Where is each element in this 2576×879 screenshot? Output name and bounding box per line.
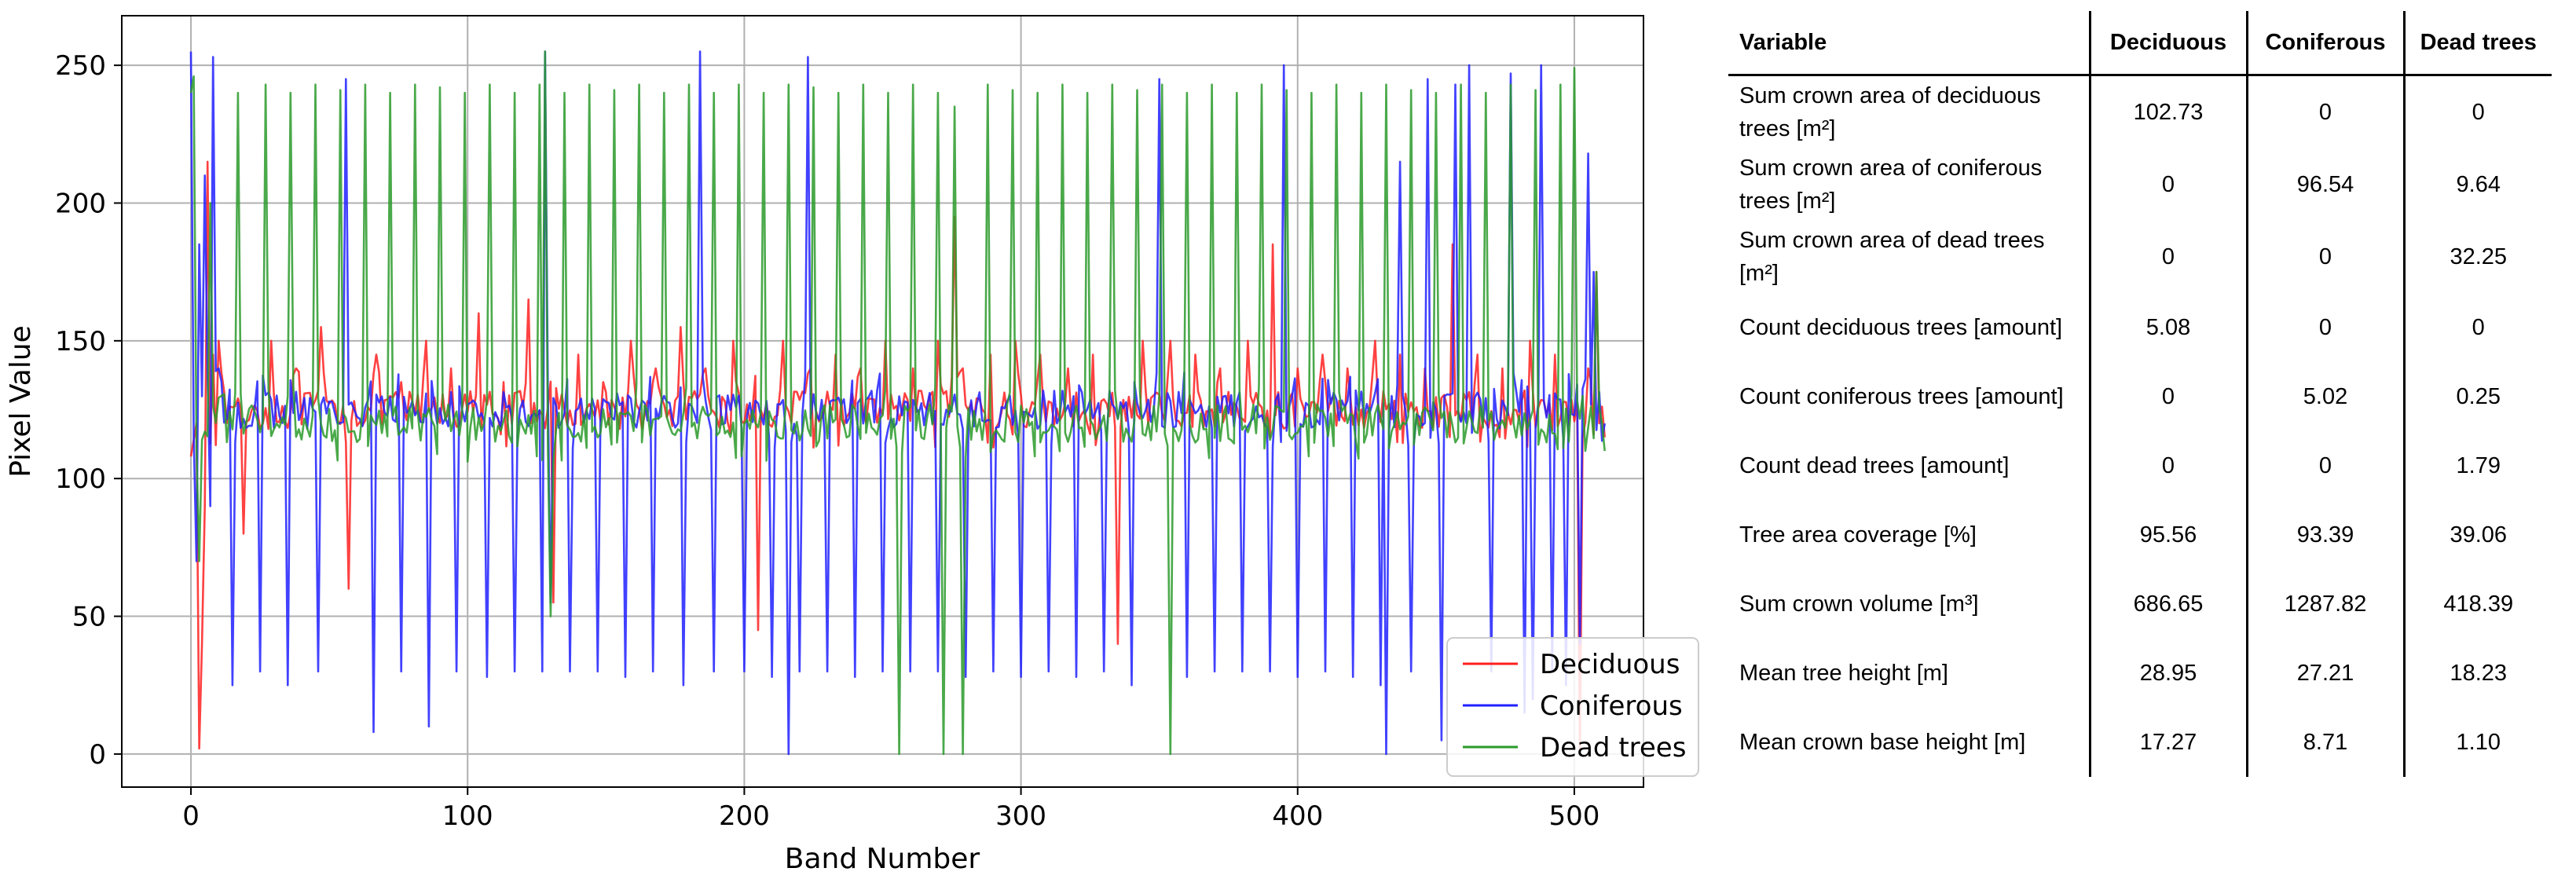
cell-deciduous: 0 — [2088, 362, 2247, 432]
cell-dead-trees: 1.10 — [2402, 708, 2552, 778]
cell-dead-trees: 18.23 — [2402, 639, 2552, 709]
legend-label-coniferous: Coniferous — [1540, 690, 1683, 722]
x-tick-label: 200 — [719, 800, 770, 832]
y-tick-label: 250 — [55, 50, 106, 82]
spectral-line-chart: 0 100 200 300 400 500 0 50 100 150 200 250 Band Num… — [5, 15, 1699, 875]
series-line-dead-trees — [189, 50, 1606, 756]
legend-label-deciduous: Deciduous — [1540, 649, 1680, 680]
cell-coniferous: 96.54 — [2245, 148, 2404, 222]
table-row: Count coniferous trees [amount] 0 5.02 0… — [1728, 362, 2552, 432]
cell-variable: Sum crown area of coniferous trees [m²] — [1739, 156, 2043, 214]
cell-variable: Mean crown base height [m] — [1739, 730, 2026, 756]
y-tick-label: 150 — [55, 326, 106, 357]
header-coniferous: Coniferous — [2245, 11, 2404, 76]
table-row: Sum crown area of dead trees [m²] 0 0 32… — [1728, 221, 2552, 294]
cell-coniferous: 93.39 — [2245, 500, 2404, 570]
cell-variable: Sum crown area of deciduous trees [m²] — [1739, 83, 2041, 142]
cell-dead-trees: 32.25 — [2402, 221, 2552, 294]
x-tick-label: 500 — [1549, 800, 1600, 832]
y-axis-label: Pixel Value — [5, 325, 37, 478]
cell-dead-trees: 39.06 — [2402, 500, 2552, 570]
table-row: Count dead trees [amount] 0 0 1.79 — [1728, 431, 2552, 501]
cell-coniferous: 0 — [2245, 221, 2404, 294]
table-row: Mean tree height [m] 28.95 27.21 18.23 — [1728, 639, 2552, 709]
tick-layer: 0 100 200 300 400 500 0 50 100 150 200 250 — [55, 50, 1599, 832]
cell-dead-trees: 0 — [2402, 293, 2552, 363]
header-dead-trees: Dead trees — [2402, 11, 2552, 76]
variables-table: Variable Deciduous Coniferous Dead trees… — [1728, 11, 2552, 778]
x-tick-label: 400 — [1272, 800, 1323, 832]
y-tick-label: 0 — [89, 739, 106, 771]
x-tick-label: 300 — [995, 800, 1046, 832]
cell-deciduous: 28.95 — [2088, 639, 2247, 709]
cell-variable: Mean tree height [m] — [1739, 661, 1948, 687]
cell-coniferous: 5.02 — [2245, 362, 2404, 432]
table-header-row: Variable Deciduous Coniferous Dead trees — [1728, 11, 2552, 76]
cell-dead-trees: 0.25 — [2402, 362, 2552, 432]
cell-deciduous: 95.56 — [2088, 500, 2247, 570]
cell-variable: Count dead trees [amount] — [1739, 453, 2010, 479]
cell-coniferous: 1287.82 — [2245, 570, 2404, 639]
plot-frame — [121, 15, 1644, 788]
cell-dead-trees: 0 — [2402, 75, 2552, 149]
cell-coniferous: 8.71 — [2245, 708, 2404, 778]
cell-dead-trees: 418.39 — [2402, 570, 2552, 639]
cell-variable: Sum crown volume [m³] — [1739, 591, 1979, 617]
cell-variable: Count deciduous trees [amount] — [1739, 315, 2063, 341]
table-row: Mean crown base height [m] 17.27 8.71 1.… — [1728, 708, 2552, 778]
table-row: Sum crown area of coniferous trees [m²] … — [1728, 148, 2552, 222]
cell-coniferous: 0 — [2245, 431, 2404, 501]
cell-deciduous: 17.27 — [2088, 708, 2247, 778]
table-row: Sum crown volume [m³] 686.65 1287.82 418… — [1728, 570, 2552, 639]
cell-variable: Sum crown area of dead trees [m²] — [1739, 228, 2045, 287]
table-row: Tree area coverage [%] 95.56 93.39 39.06 — [1728, 500, 2552, 570]
y-tick-label: 100 — [55, 463, 106, 495]
cell-deciduous: 5.08 — [2088, 293, 2247, 363]
cell-variable: Count coniferous trees [amount] — [1739, 384, 2064, 410]
cell-coniferous: 27.21 — [2245, 639, 2404, 709]
series-layer — [189, 50, 1606, 756]
legend-label-dead-trees: Dead trees — [1540, 732, 1686, 764]
cell-dead-trees: 1.79 — [2402, 431, 2552, 501]
table-row: Count deciduous trees [amount] 5.08 0 0 — [1728, 293, 2552, 363]
cell-variable: Tree area coverage [%] — [1739, 522, 1977, 548]
variables-table-panel: Variable Deciduous Coniferous Dead trees… — [1728, 0, 2576, 879]
header-variable: Variable — [1728, 11, 2090, 76]
cell-deciduous: 102.73 — [2088, 75, 2247, 149]
cell-deciduous: 0 — [2088, 431, 2247, 501]
y-tick-label: 50 — [72, 602, 106, 633]
header-deciduous: Deciduous — [2088, 11, 2247, 76]
cell-dead-trees: 9.64 — [2402, 148, 2552, 222]
cell-deciduous: 0 — [2088, 148, 2247, 222]
x-tick-label: 0 — [182, 800, 200, 832]
cell-deciduous: 0 — [2088, 221, 2247, 294]
table-row: Sum crown area of deciduous trees [m²] 1… — [1728, 75, 2552, 149]
x-tick-label: 100 — [442, 800, 493, 832]
legend-box — [1446, 637, 1699, 777]
cell-deciduous: 686.65 — [2088, 570, 2247, 639]
legend: Deciduous Coniferous Dead trees — [1446, 637, 1699, 777]
cell-coniferous: 0 — [2245, 293, 2404, 363]
cell-coniferous: 0 — [2245, 75, 2404, 149]
x-axis-label: Band Number — [785, 843, 980, 875]
y-tick-label: 200 — [55, 188, 106, 219]
